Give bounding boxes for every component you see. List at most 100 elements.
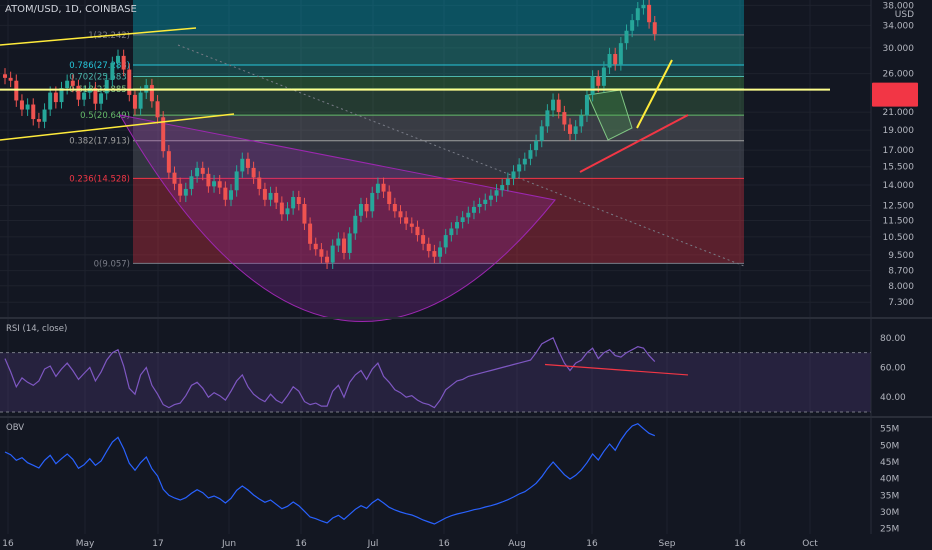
candle[interactable] — [189, 176, 194, 189]
candle[interactable] — [296, 197, 301, 205]
candle[interactable] — [200, 167, 205, 174]
candle[interactable] — [223, 187, 228, 200]
cup-pattern-arc[interactable] — [119, 114, 556, 322]
candle[interactable] — [607, 53, 612, 68]
candle[interactable] — [183, 188, 188, 196]
candle[interactable] — [613, 53, 618, 65]
candle[interactable] — [443, 235, 448, 248]
candle[interactable] — [517, 164, 522, 172]
candle[interactable] — [127, 69, 132, 95]
candle[interactable] — [291, 197, 296, 209]
candle[interactable] — [358, 204, 363, 216]
candle[interactable] — [398, 211, 403, 218]
candle[interactable] — [381, 183, 386, 192]
candle[interactable] — [138, 92, 143, 109]
candle[interactable] — [99, 93, 104, 104]
candle[interactable] — [590, 76, 595, 95]
obv-series-line[interactable] — [4, 423, 656, 525]
candle[interactable] — [370, 192, 375, 212]
candle[interactable] — [325, 256, 330, 263]
candle[interactable] — [505, 178, 510, 186]
candle[interactable] — [212, 181, 217, 187]
candle[interactable] — [285, 208, 290, 215]
candle[interactable] — [42, 109, 47, 122]
candle[interactable] — [82, 92, 87, 100]
candle[interactable] — [647, 4, 652, 23]
candle[interactable] — [178, 183, 183, 196]
candle[interactable] — [308, 223, 313, 244]
candle[interactable] — [641, 4, 646, 9]
candle[interactable] — [149, 85, 154, 102]
candle[interactable] — [353, 215, 358, 234]
candle[interactable] — [596, 76, 601, 86]
candle[interactable] — [375, 183, 380, 193]
candle[interactable] — [455, 222, 459, 229]
candle[interactable] — [392, 204, 397, 212]
candle[interactable] — [161, 117, 166, 152]
candlesticks[interactable] — [3, 0, 657, 269]
candle[interactable] — [635, 8, 640, 21]
candle[interactable] — [539, 126, 544, 141]
candle[interactable] — [240, 158, 245, 172]
trend-lines[interactable] — [0, 27, 830, 173]
candle[interactable] — [601, 67, 606, 86]
candle[interactable] — [466, 212, 471, 218]
candle[interactable] — [65, 80, 70, 89]
triangle-pattern[interactable] — [587, 89, 633, 141]
candle[interactable] — [251, 167, 256, 178]
rsi-divergence-line[interactable] — [544, 363, 689, 376]
last-price-badge[interactable] — [872, 82, 918, 107]
candle[interactable] — [624, 30, 629, 44]
candle[interactable] — [104, 79, 109, 94]
support-trend-line[interactable] — [579, 114, 689, 173]
candle[interactable] — [387, 191, 392, 205]
candle[interactable] — [195, 167, 200, 177]
candle[interactable] — [172, 172, 177, 184]
candle[interactable] — [229, 190, 233, 200]
candle[interactable] — [545, 110, 550, 127]
candle[interactable] — [534, 140, 539, 151]
candle[interactable] — [110, 62, 115, 80]
candle[interactable] — [426, 243, 431, 252]
candle[interactable] — [415, 226, 420, 236]
candle[interactable] — [522, 158, 527, 165]
candle[interactable] — [477, 204, 482, 207]
channel-lower-line[interactable] — [0, 113, 235, 141]
candle[interactable] — [511, 171, 516, 179]
candle[interactable] — [342, 238, 346, 253]
candle[interactable] — [364, 204, 369, 212]
candle[interactable] — [579, 115, 584, 127]
candle[interactable] — [217, 181, 222, 188]
candle[interactable] — [618, 43, 623, 65]
candle[interactable] — [8, 77, 13, 81]
rsi-series-line[interactable] — [4, 336, 656, 409]
candle[interactable] — [262, 188, 267, 200]
candle[interactable] — [500, 185, 505, 191]
candle[interactable] — [573, 126, 578, 134]
candle[interactable] — [206, 173, 211, 187]
candle[interactable] — [630, 20, 635, 31]
candle[interactable] — [132, 94, 137, 109]
candle[interactable] — [556, 99, 561, 113]
candle[interactable] — [568, 124, 572, 134]
drawings[interactable] — [119, 44, 745, 322]
breakout-trend-line[interactable] — [636, 59, 673, 129]
candle[interactable] — [48, 92, 53, 110]
channel-upper-line[interactable] — [0, 27, 197, 46]
price-axis[interactable]: 38.000 34.000 30.000 26.000 21.000 19.000 17.0… — [872, 1, 918, 308]
candle[interactable] — [438, 247, 443, 257]
candle[interactable] — [551, 99, 556, 111]
candle[interactable] — [25, 104, 30, 110]
candle[interactable] — [53, 92, 58, 103]
candle[interactable] — [76, 85, 81, 100]
candle[interactable] — [347, 233, 352, 253]
candle[interactable] — [494, 190, 499, 196]
candle[interactable] — [70, 80, 75, 86]
candle[interactable] — [404, 217, 409, 224]
candle[interactable] — [432, 251, 437, 257]
candle[interactable] — [302, 204, 307, 224]
candle[interactable] — [121, 55, 126, 70]
candle[interactable] — [245, 158, 250, 168]
candle[interactable] — [31, 104, 36, 120]
candle[interactable] — [319, 249, 324, 257]
